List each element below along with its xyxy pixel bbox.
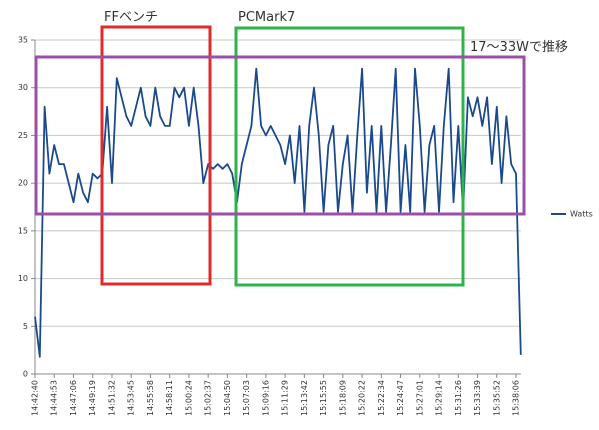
x-tick-label: 14:42:40 xyxy=(31,380,40,416)
range-box xyxy=(34,55,526,216)
annotation: 17～33Wで推移 xyxy=(470,40,568,55)
x-tick-label: 15:24:47 xyxy=(396,380,405,416)
y-tick-label: 35 xyxy=(18,36,28,45)
x-tick-label: 14:53:45 xyxy=(127,380,136,416)
y-tick-label: 5 xyxy=(23,322,28,331)
pcmark-box xyxy=(234,26,465,287)
x-tick-label: 15:04:50 xyxy=(223,380,232,416)
x-tick-label: 15:11:29 xyxy=(281,380,290,416)
x-tick-label: 14:44:53 xyxy=(50,380,59,416)
annotation: FFベンチ xyxy=(104,10,158,25)
x-tick-label: 15:15:55 xyxy=(319,380,328,416)
x-tick-label: 15:20:22 xyxy=(358,380,367,416)
y-tick-label: 10 xyxy=(18,274,28,283)
y-tick-label: 30 xyxy=(18,83,28,92)
x-tick-label: 15:02:37 xyxy=(204,380,213,416)
y-tick-label: 0 xyxy=(23,370,28,379)
x-tick-label: 15:18:09 xyxy=(338,380,347,416)
x-tick-label: 14:55:58 xyxy=(146,380,155,416)
y-tick-label: 15 xyxy=(18,226,28,235)
x-tick-label: 15:07:03 xyxy=(242,380,251,416)
annotation: PCMark7 xyxy=(238,10,295,25)
x-tick-label: 15:22:34 xyxy=(377,380,386,416)
x-tick-label: 14:49:19 xyxy=(88,380,97,416)
x-tick-label: 15:13:42 xyxy=(300,380,309,416)
y-tick-label: 25 xyxy=(18,131,28,140)
x-tick-label: 15:31:26 xyxy=(454,380,463,416)
x-tick-label: 15:27:01 xyxy=(415,380,424,416)
x-tick-label: 14:51:32 xyxy=(107,380,116,416)
line-series xyxy=(34,67,522,358)
x-tick-label: 15:00:24 xyxy=(184,380,193,416)
x-tick-label: 15:33:39 xyxy=(473,380,482,416)
legend-label: Watts xyxy=(570,210,593,219)
ff-box xyxy=(100,25,212,286)
x-tick-label: 15:35:52 xyxy=(492,380,501,416)
x-tick-label: 14:47:06 xyxy=(69,380,78,416)
plot-area: 0 5 10 15 20 25 30 35 14:42:40 14:44:53 14:47:06 14… xyxy=(18,36,593,416)
y-tick-label: 20 xyxy=(18,179,28,188)
x-tick-label: 14:58:11 xyxy=(165,380,174,416)
x-tick-label: 15:38:06 xyxy=(512,380,521,416)
x-tick-label: 15:09:16 xyxy=(261,380,270,416)
x-tick-label: 15:29:14 xyxy=(435,380,444,416)
